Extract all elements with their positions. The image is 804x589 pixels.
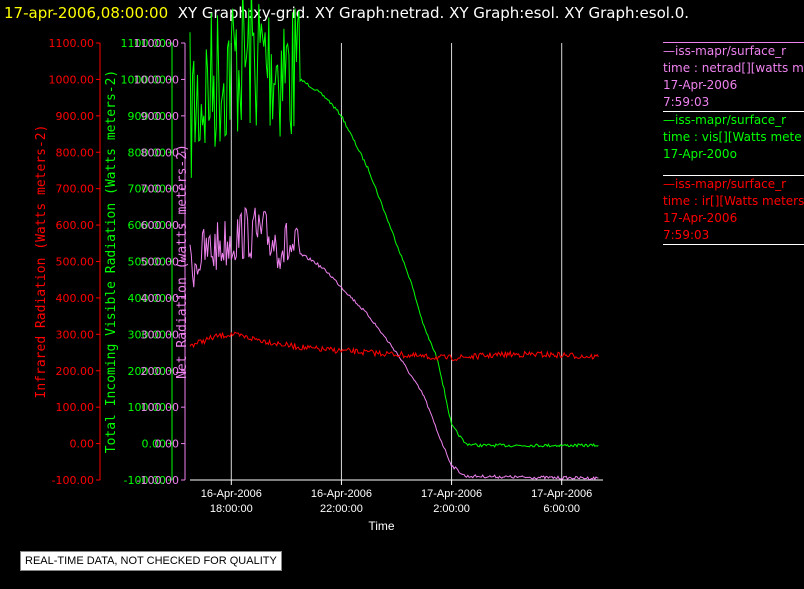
y-tick-label: 0.00 xyxy=(155,438,180,451)
y-tick-label: 1000.00 xyxy=(49,73,95,86)
y-axis-label: Infrared Radiation (Watts meters-2) xyxy=(34,125,49,399)
legend-divider xyxy=(663,244,804,245)
y-tick-label: 600.00 xyxy=(128,219,167,232)
y-tick-label: -100.00 xyxy=(124,474,166,487)
x-tick-label: 2:00:00 xyxy=(433,503,470,515)
y-tick-label: 700.00 xyxy=(141,183,180,196)
y-tick-label: -100.00 xyxy=(52,474,94,487)
y-tick-label: 900.00 xyxy=(141,110,180,123)
y-tick-label: 100.00 xyxy=(56,401,95,414)
y-tick-label: 600.00 xyxy=(56,219,95,232)
series-line xyxy=(189,206,599,481)
legend-entry-text: 7:59:03 xyxy=(663,95,710,109)
x-tick-label: 22:00:00 xyxy=(320,503,363,515)
y-tick-label: 100.00 xyxy=(128,401,167,414)
legend-entry-text: —iss-mapr/surface_r xyxy=(663,44,787,58)
y-tick-label: 800.00 xyxy=(141,146,180,159)
legend-entry-text: 17-Apr-2006 xyxy=(663,211,738,225)
y-tick-label: 500.00 xyxy=(141,256,180,269)
y-tick-label: 800.00 xyxy=(128,146,167,159)
legend-entry-text: 17-Apr-2006 xyxy=(663,78,738,92)
y-tick-label: 300.00 xyxy=(128,328,167,341)
y-tick-label: 0.00 xyxy=(70,438,95,451)
legend-entry-text: —iss-mapr/surface_r xyxy=(663,177,787,191)
legend-entry-text: time : netrad[][watts m xyxy=(663,61,804,75)
y-tick-label: 200.00 xyxy=(141,365,180,378)
y-tick-label: 1100.00 xyxy=(121,37,167,50)
title-date: 17-apr-2006,08:00:00 xyxy=(4,4,169,22)
series-line xyxy=(189,0,599,448)
y-tick-label: 200.00 xyxy=(56,365,95,378)
series-line xyxy=(189,331,599,362)
legend-entry-text: 7:59:03 xyxy=(663,228,710,242)
legend-entry-text: 17-Apr-200o xyxy=(663,147,737,161)
y-tick-label: 200.00 xyxy=(128,365,167,378)
x-tick-label: 6:00:00 xyxy=(543,503,580,515)
legend-entry-text: time : ir[][Watts meters xyxy=(663,194,804,208)
y-tick-label: 900.00 xyxy=(128,110,167,123)
y-tick-label: 900.00 xyxy=(56,110,95,123)
y-tick-label: -100.00 xyxy=(137,474,179,487)
y-tick-label: 700.00 xyxy=(56,183,95,196)
title-graphs: XY Graph:xy-grid. XY Graph:netrad. XY Gr… xyxy=(177,4,690,22)
y-tick-label: 400.00 xyxy=(141,292,180,305)
quality-notice: REAL-TIME DATA, NOT CHECKED FOR QUALITY xyxy=(20,551,282,571)
y-tick-label: 1100.00 xyxy=(134,37,180,50)
chart-title: 17-apr-2006,08:00:00 XY Graph:xy-grid. X… xyxy=(4,4,689,22)
x-tick-label: 16-Apr-2006 xyxy=(311,488,372,500)
y-tick-label: 100.00 xyxy=(141,401,180,414)
y-tick-label: 500.00 xyxy=(128,256,167,269)
legend-entry-text: time : vis[][Watts mete xyxy=(663,130,802,144)
y-tick-label: 600.00 xyxy=(141,219,180,232)
y-tick-label: 800.00 xyxy=(56,146,95,159)
y-tick-label: 300.00 xyxy=(56,328,95,341)
x-tick-label: 17-Apr-2006 xyxy=(421,488,482,500)
y-tick-label: 300.00 xyxy=(141,328,180,341)
y-tick-label: 400.00 xyxy=(128,292,167,305)
x-tick-label: 18:00:00 xyxy=(210,503,253,515)
y-tick-label: 400.00 xyxy=(56,292,95,305)
y-tick-label: 1000.00 xyxy=(134,73,180,86)
y-tick-label: 0.00 xyxy=(142,438,167,451)
x-tick-label: 17-Apr-2006 xyxy=(531,488,592,500)
y-tick-label: 500.00 xyxy=(56,256,95,269)
x-axis-label: Time xyxy=(368,519,395,533)
y-axis-label: Total Incoming Visible Radiation (Watts … xyxy=(104,70,119,454)
y-tick-label: 700.00 xyxy=(128,183,167,196)
y-tick-label: 1000.00 xyxy=(121,73,167,86)
y-tick-label: 1100.00 xyxy=(49,37,95,50)
y-axis-label: Net Radiation (watts meters-2) xyxy=(175,144,190,379)
legend-entry-text: —iss-mapr/surface_r xyxy=(663,113,787,127)
x-tick-label: 16-Apr-2006 xyxy=(201,488,262,500)
